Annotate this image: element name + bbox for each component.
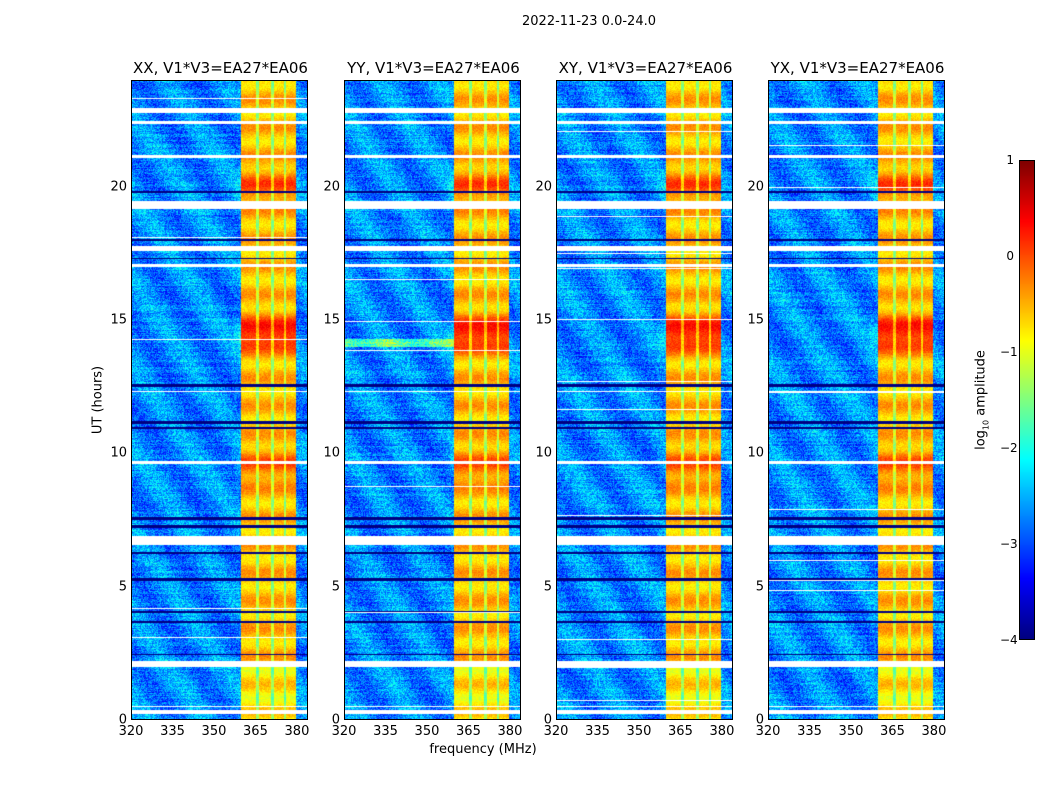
x-tick-label: 350 (626, 724, 652, 739)
panel-title: YX, V1*V3=EA27*EA06 (770, 59, 945, 77)
y-tick-label: 20 (535, 179, 552, 195)
panel-title: XY, V1*V3=EA27*EA06 (558, 59, 733, 77)
colorbar-gradient (1020, 161, 1034, 639)
colorbar (1019, 160, 1035, 640)
y-tick-label: 15 (110, 312, 127, 328)
y-tick-label: 15 (747, 312, 764, 328)
colorbar-tick-label: −3 (1000, 537, 1018, 551)
y-tick-label: 5 (543, 579, 552, 595)
y-tick-label: 5 (331, 579, 340, 595)
x-tick-label: 350 (838, 724, 864, 739)
colorbar-label: log10 amplitude (973, 350, 991, 450)
colorbar-tick-label: 1 (1006, 153, 1014, 167)
y-tick-label: 20 (747, 179, 764, 195)
x-tick-label: 365 (456, 724, 481, 739)
x-tick-label: 350 (414, 724, 440, 739)
x-tick-label: 335 (373, 724, 398, 739)
panel-yy: YY, V1*V3=EA27*EA06 (344, 59, 521, 720)
x-tick-label: 335 (585, 724, 610, 739)
y-tick-label: 15 (535, 312, 552, 328)
y-tick-label: 10 (110, 445, 127, 461)
heatmap-0 (132, 81, 307, 719)
colorbar-tick-label: −2 (1000, 441, 1018, 455)
x-tick-label: 335 (160, 724, 185, 739)
figure-title: 2022-11-23 0.0-24.0 (522, 14, 656, 29)
x-axis-label: frequency (MHz) (429, 742, 537, 757)
x-tick-label: 365 (243, 724, 268, 739)
panel-xy: XY, V1*V3=EA27*EA06 (556, 59, 733, 720)
y-tick-label: 0 (755, 712, 764, 728)
x-tick-label: 320 (331, 724, 357, 739)
x-tick-label: 320 (118, 724, 144, 739)
y-tick-label: 5 (118, 579, 127, 595)
y-tick-label: 10 (535, 445, 552, 461)
x-tick-label: 350 (201, 724, 227, 739)
y-tick-label: 10 (323, 445, 340, 461)
x-tick-label: 365 (880, 724, 905, 739)
x-tick-label: 380 (284, 724, 310, 739)
y-tick-label: 0 (543, 712, 552, 728)
y-tick-label: 0 (331, 712, 340, 728)
y-tick-label: 20 (323, 179, 340, 195)
x-tick-label: 320 (543, 724, 569, 739)
y-tick-label: 0 (118, 712, 127, 728)
heatmap-1 (345, 81, 520, 719)
x-tick-label: 320 (755, 724, 781, 739)
colorbar-tick-label: −4 (1000, 633, 1018, 647)
x-tick-label: 380 (921, 724, 947, 739)
y-axis-label: UT (hours) (90, 365, 106, 435)
y-tick-label: 15 (323, 312, 340, 328)
panel-yx: YX, V1*V3=EA27*EA06 (768, 59, 945, 720)
x-tick-label: 380 (497, 724, 523, 739)
x-tick-label: 365 (668, 724, 693, 739)
y-tick-label: 10 (747, 445, 764, 461)
y-tick-label: 5 (755, 579, 764, 595)
colorbar-tick-label: 0 (1006, 249, 1014, 263)
x-tick-label: 380 (709, 724, 735, 739)
heatmap-3 (769, 81, 944, 719)
colorbar-tick-label: −1 (1000, 345, 1018, 359)
y-tick-label: 20 (110, 179, 127, 195)
panel-xx: XX, V1*V3=EA27*EA06 (131, 59, 308, 720)
heatmap-2 (557, 81, 732, 719)
panel-title: YY, V1*V3=EA27*EA06 (347, 59, 520, 77)
x-tick-label: 335 (797, 724, 822, 739)
panel-title: XX, V1*V3=EA27*EA06 (133, 59, 308, 77)
